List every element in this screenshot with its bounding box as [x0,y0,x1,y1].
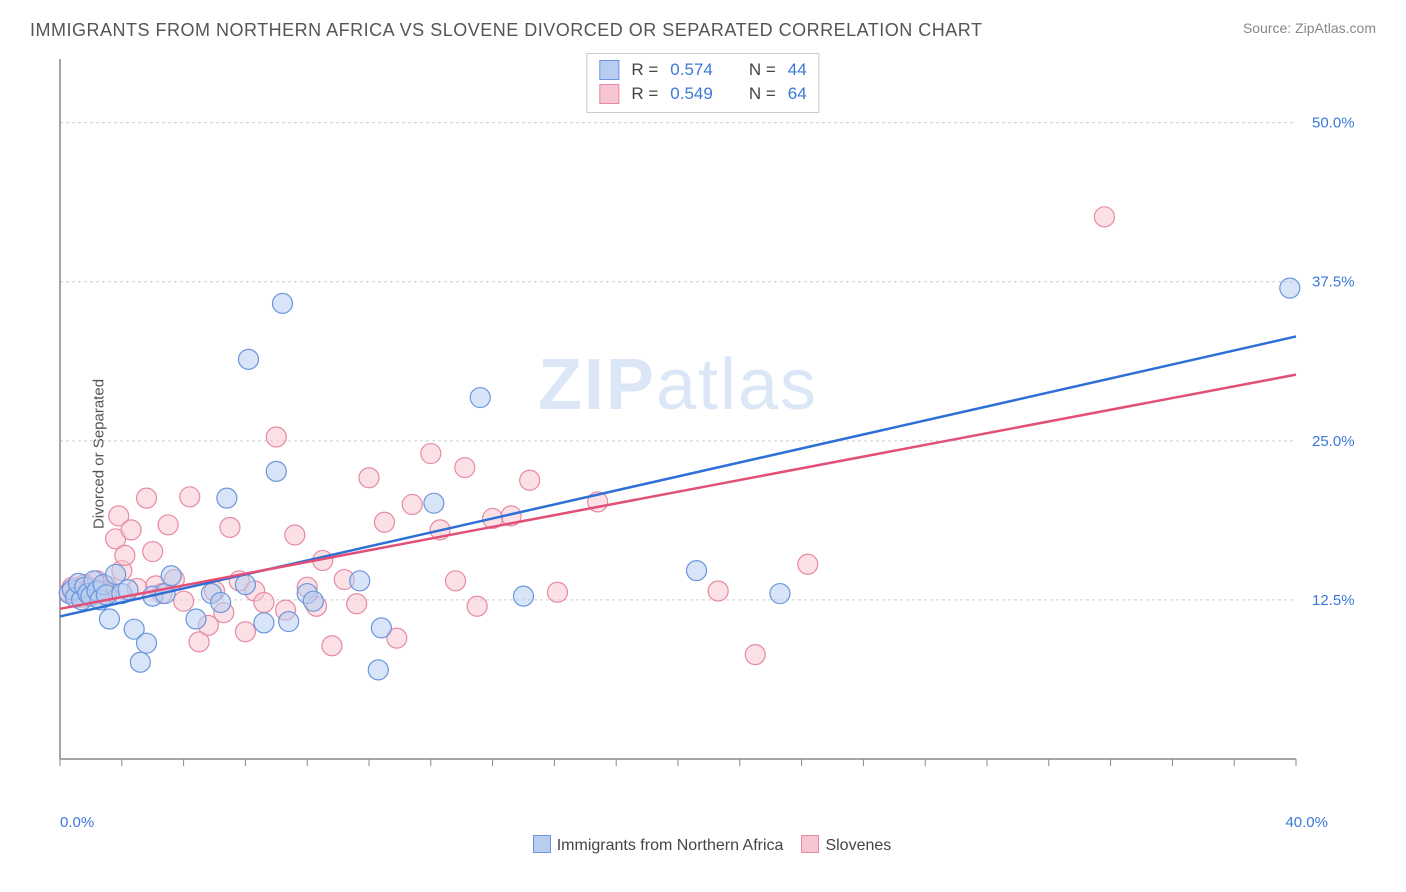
data-point [254,592,274,612]
scatter-chart-svg: 12.5% 25.0% 37.5% 50.0% ZIPatlas [30,49,1376,819]
legend-r-label: R = [631,82,658,106]
data-point [446,571,466,591]
data-point [174,591,194,611]
chart-area: Divorced or Separated 12.5% 25.0% 37.5% 50.… [30,49,1376,859]
source-label: Source: ZipAtlas.com [1243,20,1376,36]
data-point [180,487,200,507]
data-point [547,582,567,602]
data-point [272,293,292,313]
header-row: IMMIGRANTS FROM NORTHERN AFRICA VS SLOVE… [30,20,1376,41]
data-point [121,520,141,540]
x-axis-min-label: 0.0% [60,814,94,831]
legend-series-label: Immigrants from Northern Africa [557,837,784,854]
series-legend: Immigrants from Northern Africa Slovenes [30,835,1376,855]
data-point [470,388,490,408]
data-point [1280,278,1300,298]
legend-n-value: 44 [788,58,807,82]
data-point [235,575,255,595]
data-point [266,461,286,481]
y-tick-label: 12.5% [1312,592,1355,609]
legend-n-label: N = [749,82,776,106]
data-point [514,586,534,606]
data-point [235,622,255,642]
data-point [798,554,818,574]
legend-series-label: Slovenes [825,837,891,854]
legend-r-value: 0.574 [670,58,713,82]
data-point [745,645,765,665]
legend-row: R = 0.549 N = 64 [599,82,806,106]
data-point [350,571,370,591]
y-tick-label: 50.0% [1312,115,1355,132]
data-point [137,488,157,508]
legend-swatch [801,835,819,853]
y-tick-label: 25.0% [1312,433,1355,450]
data-point [371,618,391,638]
legend-r-value: 0.549 [670,82,713,106]
data-point [130,652,150,672]
legend-r-label: R = [631,58,658,82]
y-axis-label: Divorced or Separated [91,379,108,529]
data-point [708,581,728,601]
legend-swatch [599,84,619,104]
data-point [211,592,231,612]
watermark: ZIPatlas [538,345,818,425]
data-point [368,660,388,680]
data-point [161,566,181,586]
data-point [402,494,422,514]
data-point [158,515,178,535]
data-point [143,542,163,562]
data-point [220,517,240,537]
data-point [285,525,305,545]
legend-swatch [599,60,619,80]
data-point [266,427,286,447]
data-point [687,561,707,581]
chart-title: IMMIGRANTS FROM NORTHERN AFRICA VS SLOVE… [30,20,982,41]
data-point [421,444,441,464]
data-point [137,633,157,653]
data-point [347,594,367,614]
correlation-legend: R = 0.574 N = 44 R = 0.549 N = 64 [586,53,819,113]
data-point [520,470,540,490]
data-point [238,349,258,369]
data-point [467,596,487,616]
data-point [279,612,299,632]
x-axis-max-label: 40.0% [1285,814,1328,831]
data-point [303,591,323,611]
data-point [770,584,790,604]
data-point [322,636,342,656]
data-point [254,613,274,633]
data-point [374,512,394,532]
legend-swatch [533,835,551,853]
y-tick-label: 37.5% [1312,274,1355,291]
legend-n-label: N = [749,58,776,82]
data-point [424,493,444,513]
data-point [186,609,206,629]
legend-row: R = 0.574 N = 44 [599,58,806,82]
data-point [1094,207,1114,227]
data-point [217,488,237,508]
data-point [359,468,379,488]
data-point [115,545,135,565]
data-point [455,458,475,478]
data-point [99,609,119,629]
legend-n-value: 64 [788,82,807,106]
chart-container: IMMIGRANTS FROM NORTHERN AFRICA VS SLOVE… [0,0,1406,892]
